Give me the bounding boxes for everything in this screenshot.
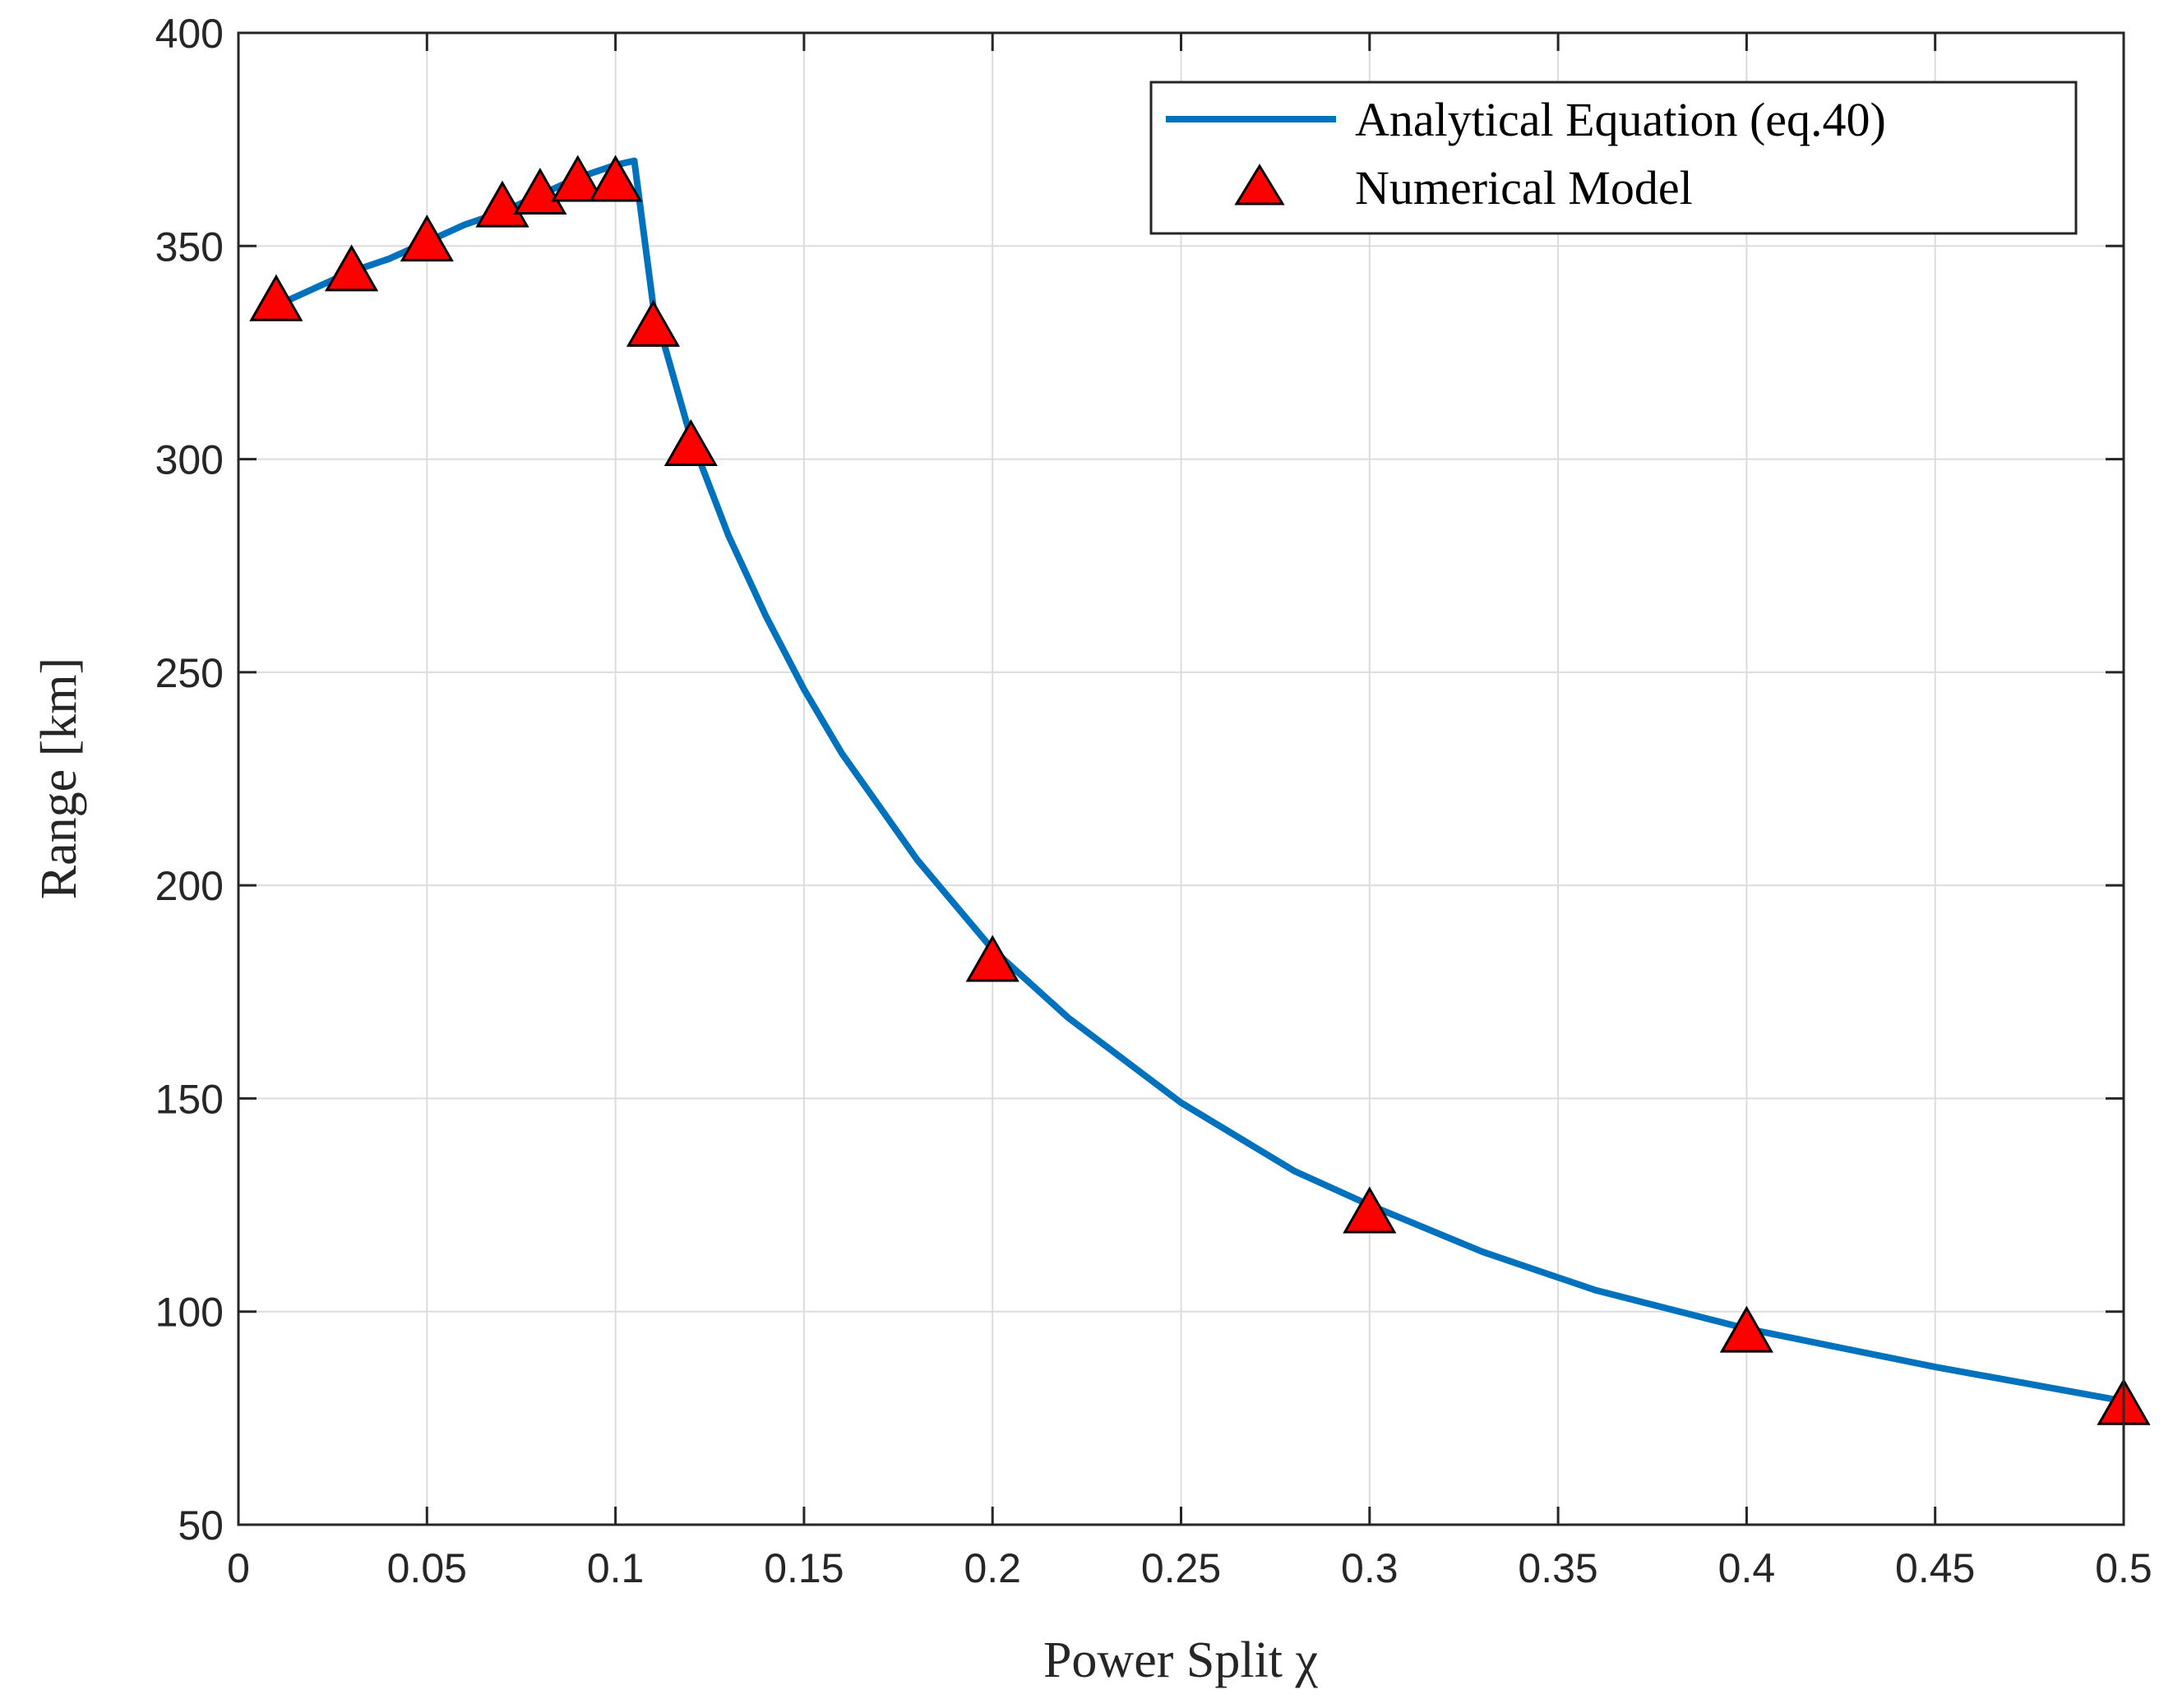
legend-entry-analytical: Analytical Equation (eq.40) bbox=[1355, 93, 1886, 146]
y-axis-label: Range [km] bbox=[31, 658, 87, 899]
x-tick-label: 0.35 bbox=[1518, 1545, 1597, 1591]
x-tick-label: 0.15 bbox=[764, 1545, 844, 1591]
numerical-model-point bbox=[589, 155, 643, 202]
legend-box bbox=[1149, 81, 2078, 235]
y-tick-label: 250 bbox=[155, 650, 224, 696]
x-tick-label: 0.3 bbox=[1341, 1545, 1399, 1591]
numerical-model-point bbox=[626, 299, 681, 347]
numerical-model-point bbox=[400, 215, 454, 262]
y-tick-label: 50 bbox=[178, 1503, 224, 1549]
numerical-model-point bbox=[249, 274, 303, 321]
numerical-model-point bbox=[324, 244, 379, 292]
x-tick-label: 0.5 bbox=[2095, 1545, 2152, 1591]
x-tick-label: 0.45 bbox=[1895, 1545, 1975, 1591]
y-tick-label: 300 bbox=[155, 437, 224, 483]
numerical-model-point bbox=[663, 418, 718, 467]
legend-entry-numerical: Numerical Model bbox=[1355, 161, 1693, 215]
y-tick-label: 100 bbox=[155, 1290, 224, 1336]
x-axis-label: Power Split χ bbox=[1043, 1632, 1319, 1688]
x-tick-label: 0.2 bbox=[964, 1545, 1021, 1591]
ticks: 0 0.05 0.1 0.15 0.2 0.25 0.3 0.35 0.4 0.45 0.5 50 10… bbox=[155, 11, 2152, 1591]
y-tick-label: 150 bbox=[155, 1076, 224, 1122]
legend-triangle-marker bbox=[1234, 164, 1285, 205]
x-tick-label: 0.25 bbox=[1141, 1545, 1221, 1591]
x-tick-label: 0.4 bbox=[1718, 1545, 1776, 1591]
analytical-equation-line bbox=[272, 157, 2127, 1405]
numerical-model-point bbox=[965, 935, 1019, 982]
numerical-model-point bbox=[1719, 1305, 1773, 1353]
legend: Analytical Equation (eq.40) Numerical Mo… bbox=[1149, 81, 2078, 235]
x-tick-label: 0.1 bbox=[587, 1545, 645, 1591]
x-tick-label: 0 bbox=[227, 1545, 250, 1591]
numerical-model-point bbox=[513, 168, 567, 215]
y-tick-label: 350 bbox=[155, 224, 224, 270]
x-tick-label: 0.05 bbox=[387, 1545, 467, 1591]
numerical-model-point bbox=[475, 180, 529, 228]
series-layer bbox=[249, 155, 2151, 1425]
numerical-model-point bbox=[1343, 1186, 1397, 1234]
y-tick-label: 400 bbox=[155, 11, 224, 57]
y-tick-label: 200 bbox=[155, 863, 224, 909]
numerical-model-point bbox=[551, 155, 605, 202]
